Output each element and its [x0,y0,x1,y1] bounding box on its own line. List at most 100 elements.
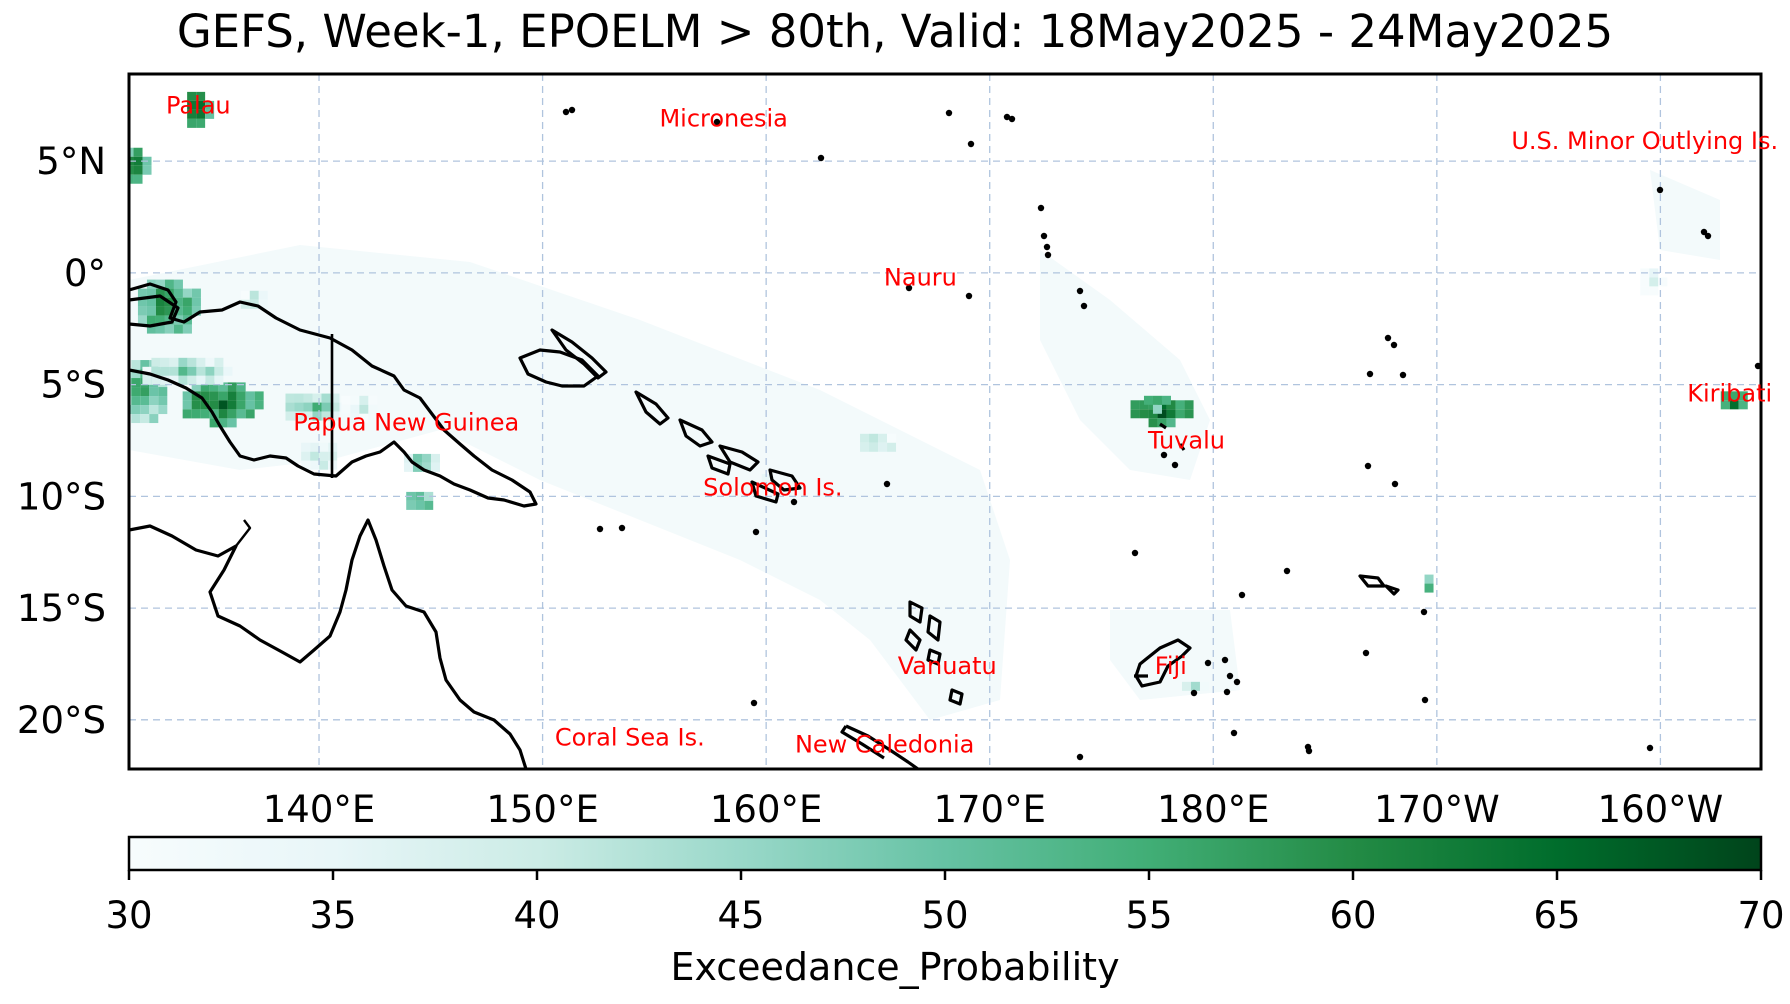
probability-cell [155,315,165,325]
probability-cell [178,375,188,385]
probability-cell [1640,277,1650,287]
probability-cell [1148,418,1158,428]
probability-cell [218,391,228,401]
probability-cell [403,462,413,472]
probability-cell [415,500,425,510]
probability-cell [164,306,174,316]
probability-cell [131,369,141,379]
probability-cell [191,382,201,392]
island-dot [1700,228,1708,236]
probability-cell [1720,400,1730,410]
probability-cell [169,357,179,367]
probability-cell [131,414,141,424]
probability-cell [1166,409,1176,419]
island-dot [618,524,626,532]
probability-cell [187,91,197,101]
probability-cell [214,366,224,376]
new-britain-coast [518,348,600,388]
probability-cell [294,411,304,421]
probability-cell [1738,400,1748,410]
region-label: Fiji [1155,652,1187,680]
colorbar-tick-label: 40 [513,894,560,937]
probability-cell [187,109,197,119]
island-dot [1040,232,1048,240]
probability-cell [209,382,219,392]
probability-cell [133,147,143,157]
probability-cell [245,409,255,419]
island-dot [1044,251,1052,259]
probability-cell [869,433,879,443]
colorbar: 30 35 40 45 50 55 60 65 70 [105,835,1785,937]
probability-cell [187,366,197,376]
y-tick-label: 20°S [17,699,106,742]
island-dot [1384,334,1392,342]
y-tick-label: 5°N [36,140,106,183]
probability-cell [205,375,215,385]
region-label: Vanuatu [898,652,997,680]
probability-cell [312,411,322,421]
solomon-islands-coast [634,390,802,504]
island-dot [752,528,760,536]
probability-cell [227,400,237,410]
probability-cell [218,382,228,392]
island-dot [945,109,953,117]
island-dot [1420,608,1428,616]
colorbar-ticks: 30 35 40 45 50 55 60 65 70 [105,870,1785,937]
probability-cell [421,462,431,472]
island-dot [1754,362,1761,370]
probability-cell [227,391,237,401]
colorbar-gradient [127,835,1763,872]
probability-cell [140,414,150,424]
probability-cell [187,375,197,385]
probability-cell [240,290,250,300]
probability-cell [223,366,233,376]
probability-cell [312,393,322,403]
probability-cell [878,442,888,452]
probability-cell [303,393,313,403]
probability-cell [142,366,152,376]
vanuatu-coast [904,600,964,706]
colorbar-tick-label: 65 [1533,894,1580,937]
probability-cell [245,400,255,410]
probability-cell [187,118,197,128]
probability-cell [182,288,192,298]
probability-cell [310,442,320,452]
probability-cell [164,279,174,289]
probability-cell [319,442,329,452]
probability-cell [303,411,313,421]
probability-cell [155,288,165,298]
probability-cell [173,288,183,298]
region-label: Micronesia [659,105,787,133]
probability-cell [146,288,156,298]
island-dot [1076,753,1084,761]
x-tick-label: 180°E [1157,788,1270,831]
probability-cell [146,306,156,316]
region-label: Solomon Is. [703,473,842,501]
probability-cell [1184,409,1194,419]
island-dot [1223,688,1231,696]
probability-cell [860,442,870,452]
probability-cell [254,400,264,410]
probability-cell [182,391,192,401]
fiji-coast [1134,638,1192,688]
probability-cell [770,474,780,484]
probability-cell [178,366,188,376]
probability-cell [424,500,434,510]
probability-cell [133,165,143,175]
probability-cell [1166,400,1176,410]
probability-cell [209,418,219,428]
probability-cell [860,433,870,443]
probability-cell [196,375,206,385]
probability-cell [1130,400,1140,410]
island-dot [1080,302,1088,310]
colorbar-tick-label: 35 [309,894,356,937]
island-dot [562,108,570,116]
samoa-coast [1358,574,1400,596]
probability-cell [158,387,168,397]
probability-cell [131,387,141,397]
island-dot [1171,461,1179,469]
island-dot [1226,672,1234,680]
probability-cell [137,288,147,298]
probability-cell [1729,400,1739,410]
probability-cell [321,411,331,421]
